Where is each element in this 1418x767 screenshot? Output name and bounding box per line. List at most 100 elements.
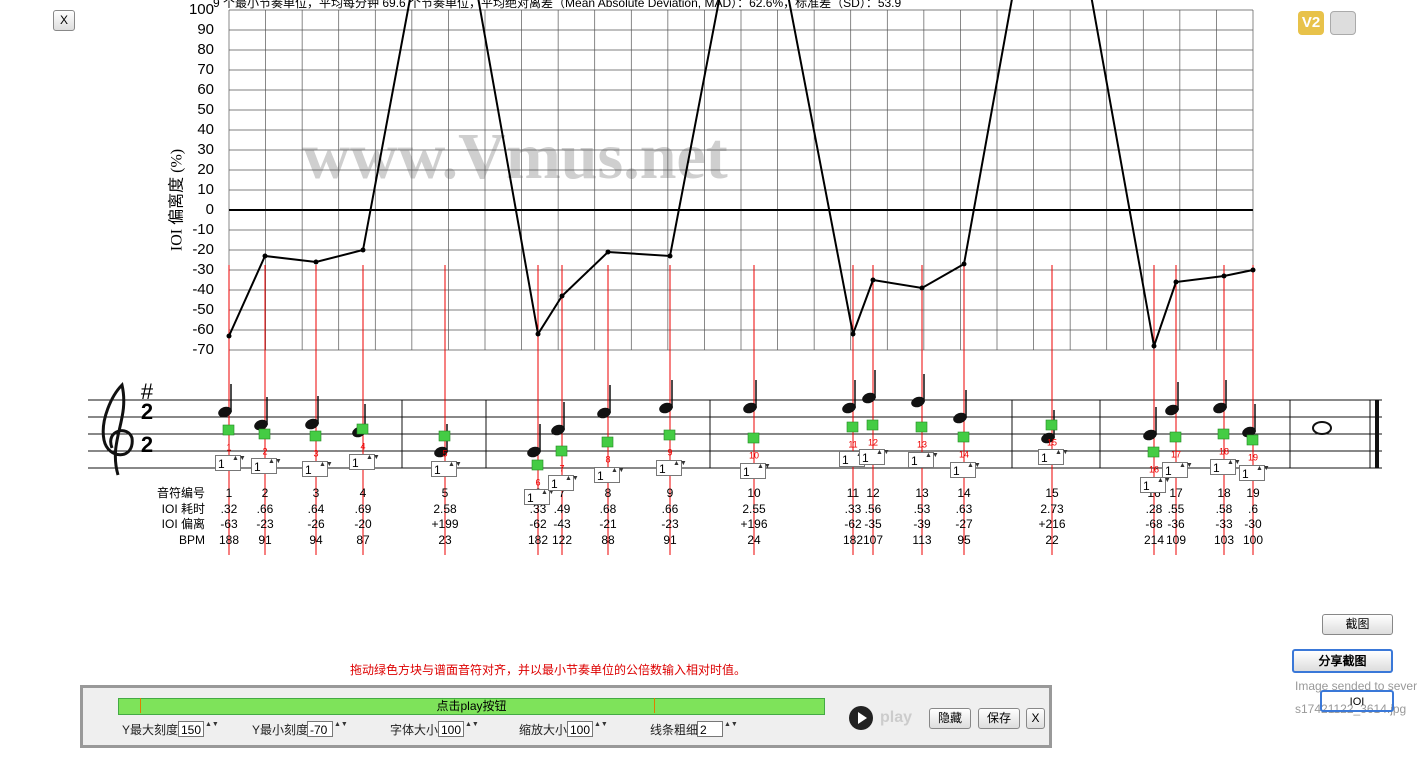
bpm: 214 bbox=[1144, 533, 1164, 547]
ioi-deviation: -36 bbox=[1167, 517, 1185, 531]
home-button[interactable] bbox=[1330, 11, 1356, 35]
bpm: 107 bbox=[863, 533, 883, 547]
control-label: 缩放大小 bbox=[519, 723, 568, 737]
note-number: 7 bbox=[559, 486, 566, 500]
ioi-deviation: -23 bbox=[661, 517, 679, 531]
note-number: 4 bbox=[360, 486, 367, 500]
panel-button[interactable]: 隐藏 bbox=[929, 708, 971, 729]
control-input[interactable]: 100 bbox=[438, 721, 464, 737]
note-input[interactable]: 1 bbox=[950, 462, 976, 478]
spin-arrows[interactable]: ▲▼ bbox=[673, 460, 687, 467]
spin-arrows[interactable]: ▲▼ bbox=[205, 721, 219, 728]
spin-arrows[interactable]: ▲▼ bbox=[594, 721, 608, 728]
spin-arrows[interactable]: ▲▼ bbox=[724, 721, 738, 728]
close-button[interactable]: X bbox=[53, 10, 75, 31]
spin-arrows[interactable]: ▲▼ bbox=[319, 461, 333, 468]
control-input[interactable]: 100 bbox=[567, 721, 593, 737]
note-head bbox=[1041, 432, 1055, 444]
spin-arrows[interactable]: ▲▼ bbox=[1227, 459, 1241, 466]
note-input[interactable]: 1 bbox=[656, 460, 682, 476]
row-label: IOI 偏离 bbox=[162, 516, 205, 531]
bpm: 182 bbox=[528, 533, 548, 547]
note-number: 12 bbox=[866, 486, 880, 500]
y-tick-label: 60 bbox=[197, 81, 214, 98]
note-input[interactable]: 1 bbox=[1210, 459, 1236, 475]
green-marker bbox=[309, 430, 322, 442]
data-point bbox=[262, 253, 268, 259]
note-input[interactable]: 1 bbox=[1038, 449, 1064, 465]
note-input[interactable]: 1 bbox=[1140, 477, 1166, 493]
y-tick-label: -50 bbox=[192, 301, 214, 318]
bpm: 103 bbox=[1214, 533, 1234, 547]
green-marker bbox=[866, 419, 879, 431]
green-marker bbox=[222, 424, 235, 436]
spin-arrows[interactable]: ▲▼ bbox=[1256, 465, 1270, 472]
note-number: 9 bbox=[667, 486, 674, 500]
note-input[interactable]: 1 bbox=[302, 461, 328, 477]
spin-arrows[interactable]: ▲▼ bbox=[1055, 449, 1069, 456]
progress-bar[interactable]: 点击play按钮 bbox=[118, 698, 825, 715]
spin-arrows[interactable]: ▲▼ bbox=[967, 462, 981, 469]
marker-number: 1 bbox=[226, 442, 231, 452]
spin-arrows[interactable]: ▲▼ bbox=[334, 721, 348, 728]
spin-arrows[interactable]: ▲▼ bbox=[448, 461, 462, 468]
spin-arrows[interactable]: ▲▼ bbox=[268, 458, 282, 465]
play-label[interactable]: play bbox=[880, 709, 913, 726]
note-input[interactable]: 1 bbox=[524, 489, 550, 505]
spin-arrows[interactable]: ▲▼ bbox=[1157, 477, 1171, 484]
note-input[interactable]: 1 bbox=[349, 454, 375, 470]
note-input[interactable]: 1 bbox=[548, 475, 574, 491]
ioi-time: .49 bbox=[554, 502, 571, 516]
green-marker bbox=[258, 428, 271, 440]
spin-arrows[interactable]: ▲▼ bbox=[1179, 462, 1193, 469]
green-marker bbox=[1045, 419, 1058, 431]
note-number: 2 bbox=[262, 486, 269, 500]
spin-arrows[interactable]: ▲▼ bbox=[232, 455, 246, 462]
chart-title: 9 个最小节奏单位，平均每分钟 69.6 个节奏单位，平均绝对离差（Mean A… bbox=[213, 0, 901, 10]
marker-number: 8 bbox=[605, 454, 610, 464]
spin-arrows[interactable]: ▲▼ bbox=[565, 475, 579, 482]
spin-arrows[interactable]: ▲▼ bbox=[541, 489, 555, 496]
screenshot-button[interactable]: 截图 bbox=[1322, 614, 1393, 635]
share-button[interactable]: 分享截图 bbox=[1292, 649, 1393, 673]
note-input[interactable]: 1 bbox=[859, 449, 885, 465]
panel-button[interactable]: 保存 bbox=[978, 708, 1020, 729]
spin-arrows[interactable]: ▲▼ bbox=[611, 467, 625, 474]
note-input[interactable]: 1 bbox=[1239, 465, 1265, 481]
spin-arrows[interactable]: ▲▼ bbox=[925, 452, 939, 459]
ioi-button[interactable]: IOI bbox=[1320, 690, 1394, 712]
control-input[interactable]: 150 bbox=[178, 721, 204, 737]
spin-arrows[interactable]: ▲▼ bbox=[876, 449, 890, 456]
control-input[interactable]: -70 bbox=[307, 721, 333, 737]
y-tick-label: 40 bbox=[197, 121, 214, 138]
note-input[interactable]: 1 bbox=[431, 461, 457, 477]
spin-arrows[interactable]: ▲▼ bbox=[366, 454, 380, 461]
note-number: 15 bbox=[1045, 486, 1059, 500]
panel-button[interactable]: X bbox=[1026, 708, 1045, 729]
green-marker bbox=[438, 430, 451, 442]
green-marker bbox=[1217, 428, 1230, 440]
spin-arrows[interactable]: ▲▼ bbox=[757, 463, 771, 470]
marker-number: 19 bbox=[1248, 452, 1258, 462]
note-input[interactable]: 1 bbox=[251, 458, 277, 474]
note-input[interactable]: 1 bbox=[215, 455, 241, 471]
ioi-deviation: -30 bbox=[1244, 517, 1262, 531]
marker-number: 9 bbox=[667, 447, 672, 457]
note-head bbox=[1165, 404, 1179, 416]
marker-number: 7 bbox=[559, 463, 564, 473]
ioi-time: .33 bbox=[530, 502, 547, 516]
version-badge[interactable]: V2 bbox=[1298, 11, 1324, 35]
control-input[interactable]: 2 bbox=[697, 721, 723, 737]
green-marker bbox=[1169, 431, 1182, 443]
note-input[interactable]: 1 bbox=[594, 467, 620, 483]
note-head bbox=[597, 407, 611, 419]
control-label: 线条粗细 bbox=[650, 723, 699, 737]
ioi-time: .28 bbox=[1146, 502, 1163, 516]
note-number: 17 bbox=[1169, 486, 1183, 500]
note-head bbox=[551, 424, 565, 436]
note-input[interactable]: 1 bbox=[908, 452, 934, 468]
note-input[interactable]: 1 bbox=[740, 463, 766, 479]
marker-number: 13 bbox=[917, 439, 927, 449]
spin-arrows[interactable]: ▲▼ bbox=[465, 721, 479, 728]
note-input[interactable]: 1 bbox=[1162, 462, 1188, 478]
